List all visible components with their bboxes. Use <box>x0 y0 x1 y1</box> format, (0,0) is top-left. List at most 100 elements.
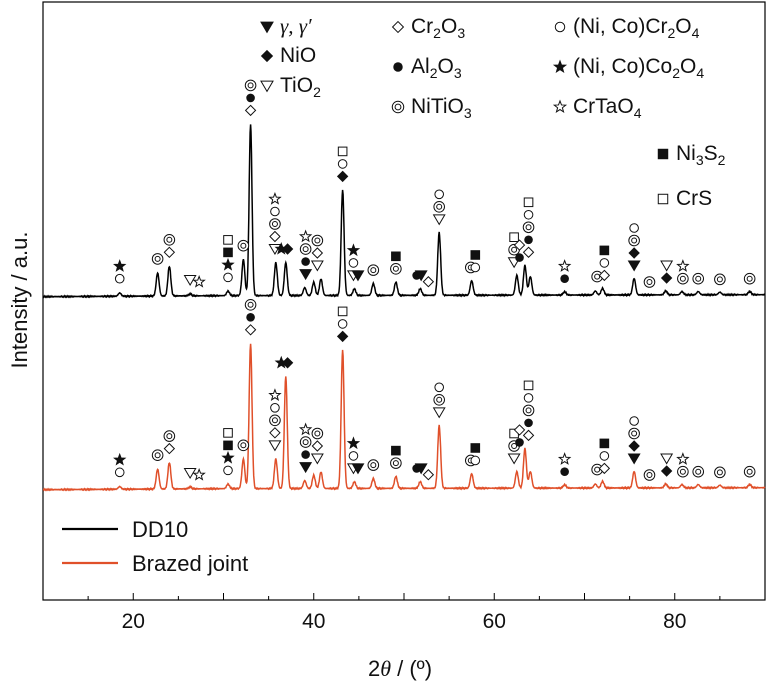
circle-open-marker <box>523 209 534 220</box>
circle-open-marker <box>223 272 233 283</box>
circle-filled-marker <box>246 312 255 322</box>
diamond-filled-marker <box>660 465 673 477</box>
circle-open-marker <box>554 21 566 33</box>
double-circle-marker <box>311 427 324 440</box>
double-circle-marker <box>237 239 250 252</box>
double-circle-marker <box>522 404 535 417</box>
diamond-open-marker <box>422 276 435 288</box>
square-open-marker <box>657 193 669 205</box>
circle-filled-marker <box>515 253 524 262</box>
diamond-open-marker <box>598 269 611 282</box>
peak-markers <box>113 79 756 481</box>
square-filled-marker <box>223 247 233 258</box>
square-open-marker <box>509 232 519 242</box>
circle-filled-marker <box>524 235 533 245</box>
star-filled-marker <box>221 450 235 464</box>
x-tick-label: 20 <box>122 610 145 633</box>
double-circle-marker <box>390 263 402 275</box>
x-axis-ticks: 20 40 60 80 <box>42 593 766 633</box>
legend-item-cr2o3: Cr2O3 <box>391 15 465 41</box>
legend-label: (Ni, Co)Co2O4 <box>573 55 704 81</box>
square-open-marker <box>523 197 534 208</box>
circle-filled-marker <box>246 93 255 103</box>
diamond-open-marker <box>598 462 611 475</box>
series-legend: DD10 Brazed joint <box>62 517 248 576</box>
diamond-open-marker <box>163 442 176 455</box>
square-filled-marker <box>470 443 481 453</box>
y-axis-label: Intensity / a.u. <box>7 232 32 369</box>
star-filled-marker <box>346 243 361 257</box>
tri-down-open-marker <box>507 453 521 465</box>
square-filled-marker <box>391 251 401 262</box>
star-filled-marker <box>221 257 235 271</box>
double-circle-marker <box>677 465 689 478</box>
diamond-open-marker <box>522 429 535 442</box>
square-open-marker <box>337 146 348 157</box>
square-filled-marker <box>657 148 669 160</box>
series-legend-item: Brazed joint <box>62 551 248 576</box>
legend-item-crtao4: CrTaO4 <box>552 95 642 121</box>
diamond-filled-marker <box>260 49 274 63</box>
diamond-open-marker <box>513 239 526 251</box>
tri-down-filled-marker <box>299 462 313 474</box>
double-circle-marker <box>311 234 324 247</box>
tri-down-open-marker <box>310 260 324 272</box>
double-circle-marker <box>244 298 257 311</box>
series-line-dd10 <box>42 124 766 299</box>
square-open-marker <box>223 235 233 245</box>
series-legend-label: Brazed joint <box>132 551 248 576</box>
double-circle-marker <box>244 79 257 92</box>
double-circle-marker <box>269 414 281 427</box>
star-filled-marker <box>113 452 127 466</box>
square-open-marker <box>337 306 348 317</box>
double-circle-marker <box>163 430 176 442</box>
tri-down-open-marker <box>183 468 197 480</box>
tri-down-filled-marker <box>627 260 641 272</box>
x-tick-label: 40 <box>302 610 325 633</box>
tri-down-open-marker <box>268 440 282 452</box>
star-filled-marker <box>552 59 568 74</box>
plot-frame <box>42 1 766 601</box>
diamond-open-marker <box>513 424 526 436</box>
star-open-marker <box>268 191 282 205</box>
legend-item-al2o3: Al2O3 <box>393 55 462 81</box>
diamond-filled-marker <box>281 243 294 255</box>
double-circle-marker <box>714 273 726 286</box>
circle-open-marker <box>470 262 481 273</box>
double-circle-marker <box>714 466 726 479</box>
tri-down-open-marker <box>310 453 324 465</box>
double-circle-marker <box>269 218 281 230</box>
double-circle-marker <box>643 276 656 288</box>
circle-open-marker <box>434 189 444 200</box>
star-open-marker <box>192 467 206 481</box>
tri-down-open-marker <box>183 275 197 287</box>
square-filled-marker <box>470 250 481 260</box>
double-circle-marker <box>433 394 445 406</box>
diamond-open-marker <box>244 104 257 117</box>
circle-open-marker <box>223 465 233 476</box>
tri-down-filled-marker <box>414 270 428 282</box>
tri-down-filled-marker <box>351 270 365 282</box>
circle-open-marker <box>599 451 610 461</box>
double-circle-marker <box>163 234 176 246</box>
tri-down-filled-marker <box>351 463 365 475</box>
tri-down-open-marker <box>432 407 446 419</box>
legend-label: Al2O3 <box>411 55 462 81</box>
double-circle-marker <box>390 457 402 469</box>
star-open-marker <box>192 274 206 288</box>
x-tick-label: 60 <box>483 610 506 633</box>
diamond-open-marker <box>269 427 281 439</box>
legend-label: (Ni, Co)Cr2O4 <box>573 15 700 41</box>
double-circle-marker <box>299 436 312 448</box>
square-filled-marker <box>599 438 610 449</box>
square-open-marker <box>523 380 534 391</box>
series-legend-item: DD10 <box>62 517 188 542</box>
diamond-open-marker <box>311 440 324 452</box>
diamond-filled-marker <box>281 357 294 369</box>
circle-open-marker <box>599 258 610 268</box>
diamond-open-marker <box>269 230 281 243</box>
circle-open-marker <box>629 223 639 233</box>
circle-open-marker <box>270 206 280 217</box>
legend-label: CrS <box>676 187 712 210</box>
double-circle-marker <box>433 201 445 213</box>
